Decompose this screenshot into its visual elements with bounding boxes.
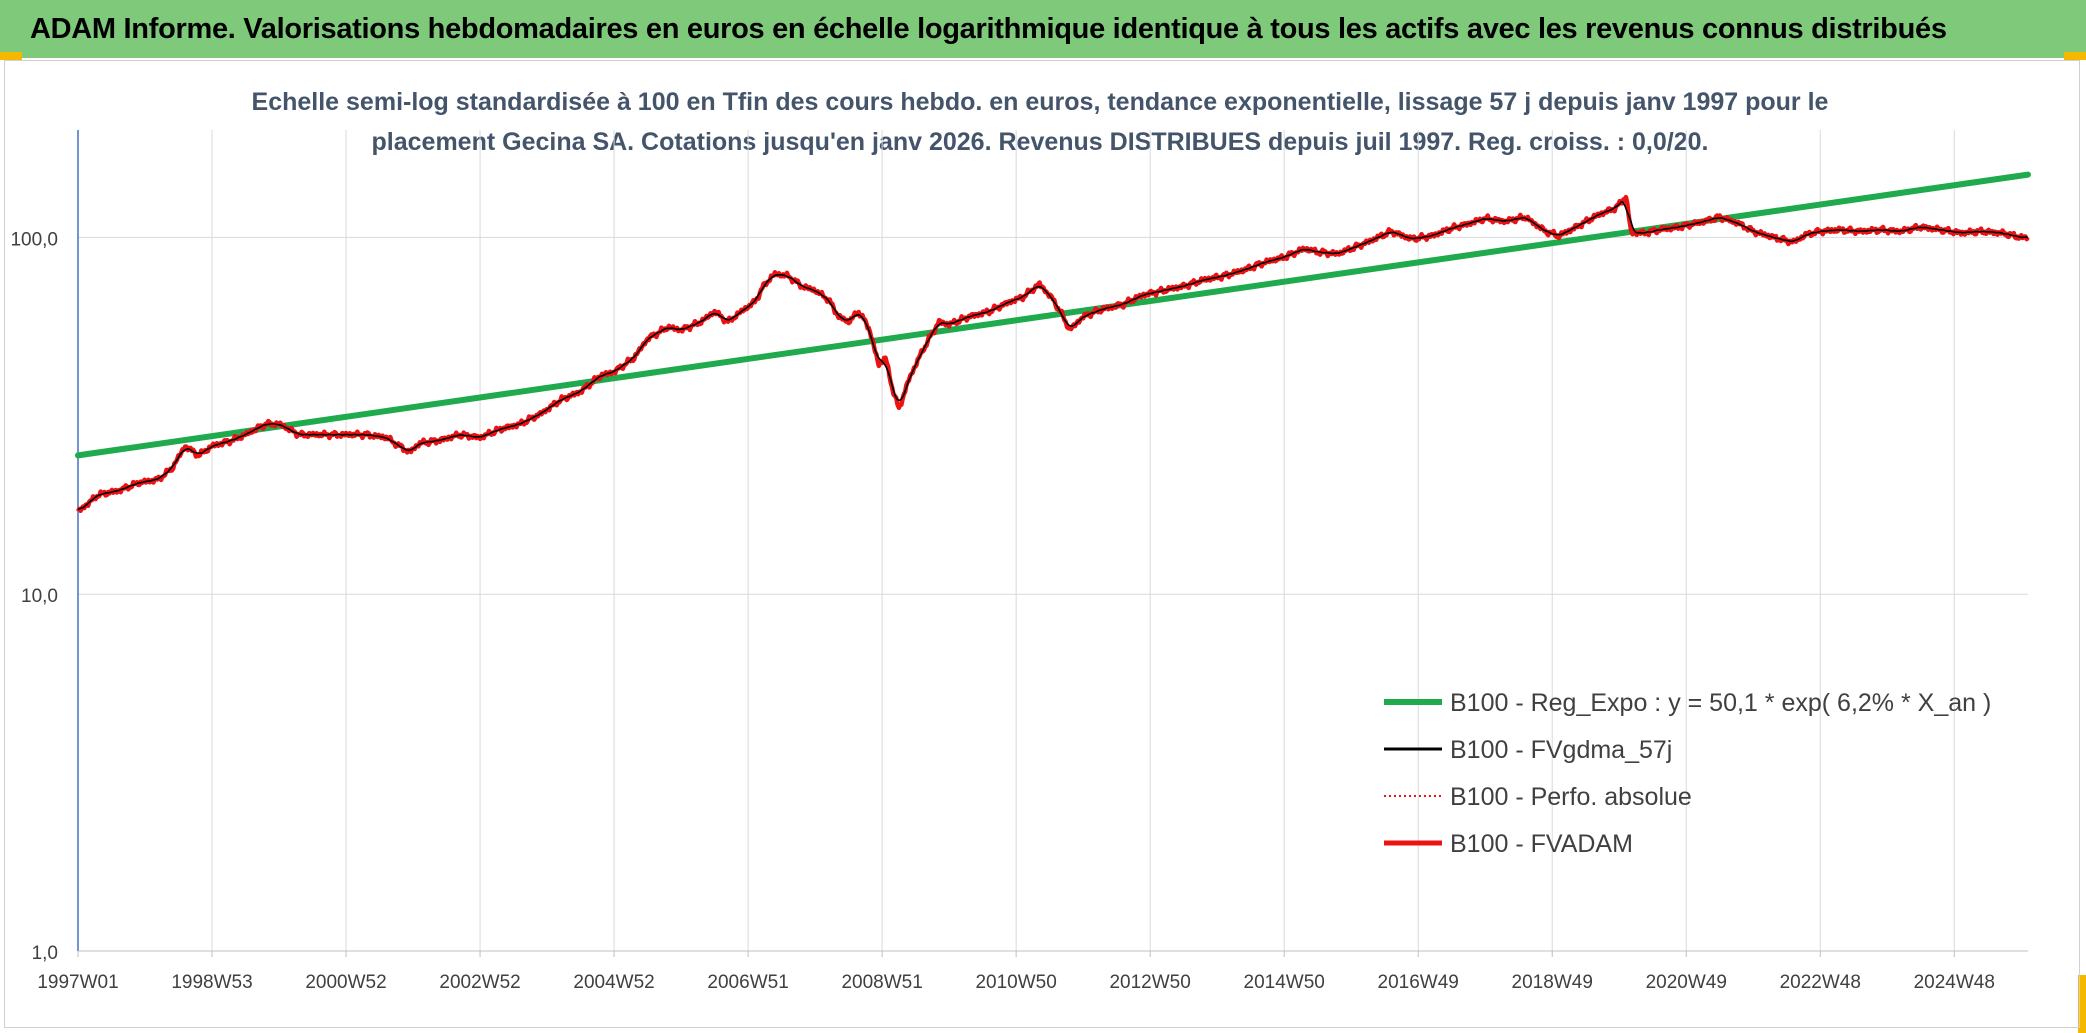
- legend-item-perfo-absolue-label: B100 - Perfo. absolue: [1450, 783, 1692, 811]
- x-tick-label: 2014W50: [1244, 972, 1325, 993]
- chart-frame: [4, 60, 2080, 1028]
- chart-title-line-1: Echelle semi-log standardisée à 100 en T…: [251, 88, 1829, 116]
- x-tick-label: 2000W52: [305, 972, 386, 993]
- x-tick-label: 1997W01: [37, 972, 118, 993]
- header-banner: ADAM Informe. Valorisations hebdomadaire…: [0, 0, 2086, 58]
- page-title: ADAM Informe. Valorisations hebdomadaire…: [30, 13, 1947, 45]
- x-tick-label: 2010W50: [975, 972, 1056, 993]
- corner-marker-bottom-right: [2078, 975, 2086, 1033]
- legend-item-fvadam-label: B100 - FVADAM: [1450, 830, 1633, 858]
- chart-title-line-2: placement Gecina SA. Cotations jusqu'en …: [371, 128, 1709, 156]
- legend-item-reg-expo-label: B100 - Reg_Expo : y = 50,1 * exp( 6,2% *…: [1450, 689, 1991, 717]
- y-tick-label: 100,0: [10, 229, 58, 250]
- x-tick-label: 2020W49: [1646, 972, 1727, 993]
- series-reg-expo-line: [75, 171, 2031, 459]
- x-tick-label: 2018W49: [1512, 972, 1593, 993]
- legend-item-fvgdma-label: B100 - FVgdma_57j: [1450, 736, 1672, 764]
- x-tick-label: 2004W52: [573, 972, 654, 993]
- x-tick-label: 2006W51: [707, 972, 788, 993]
- y-tick-label: 1,0: [32, 943, 58, 964]
- x-tick-label: 2016W49: [1378, 972, 1459, 993]
- x-tick-label: 2002W52: [439, 972, 520, 993]
- series-perfo-absolue-line: [77, 194, 2029, 513]
- series-fvadam-line: [76, 194, 2030, 514]
- chart-title: Echelle semi-log standardisée à 100 en T…: [230, 82, 1850, 162]
- x-tick-label: 2024W48: [1914, 972, 1995, 993]
- x-tick-label: 2012W50: [1109, 972, 1190, 993]
- corner-marker-top-right: [2064, 52, 2086, 60]
- corner-marker-top-left: [0, 52, 22, 60]
- x-tick-label: 1998W53: [171, 972, 252, 993]
- y-tick-label: 10,0: [21, 586, 58, 607]
- x-tick-label: 2008W51: [841, 972, 922, 993]
- x-tick-label: 2022W48: [1780, 972, 1861, 993]
- series-fvgdma-line: [77, 201, 2029, 510]
